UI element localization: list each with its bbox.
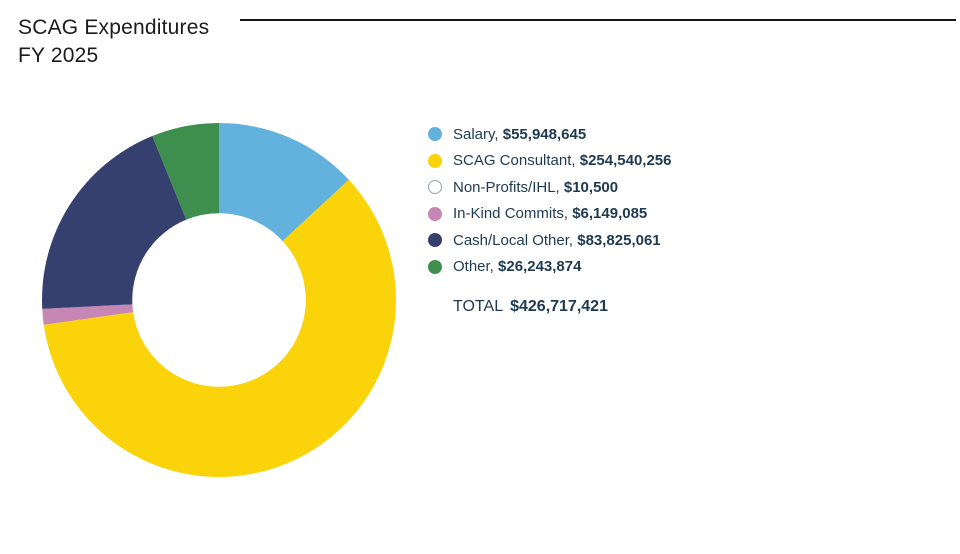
legend-item-salary: Salary, $55,948,645: [428, 121, 672, 148]
legend-swatch: [428, 259, 442, 274]
legend-item-value: $10,500: [563, 178, 619, 196]
legend-item-non-profits-ihl: Non-Profits/IHL, $10,500: [428, 174, 672, 201]
legend-item-other: Other, $26,243,874: [428, 254, 672, 281]
legend-item-label: Salary,: [453, 125, 503, 143]
legend-item-scag-consultant: SCAG Consultant, $254,540,256: [428, 148, 672, 175]
legend-item-value: $55,948,645: [502, 125, 587, 143]
legend-item-value: $6,149,085: [572, 205, 648, 223]
donut-segment-cash-local-other: [41, 136, 187, 309]
donut-chart-svg: [41, 123, 397, 478]
legend-item-label: Non-Profits/IHL,: [453, 178, 564, 196]
legend-rows: Salary, $55,948,645 SCAG Consultant, $254…: [428, 121, 672, 280]
page-title: SCAG Expenditures FY 2025: [18, 14, 209, 70]
donut-chart: [29, 110, 409, 490]
legend-item-label: SCAG Consultant,: [453, 152, 580, 170]
legend-item-label: Other,: [453, 258, 499, 276]
donut-segment-scag-consultant: [43, 179, 397, 478]
legend-item-in-kind-commits: In-Kind Commits, $6,149,085: [428, 201, 672, 228]
legend-item-cash-local-other: Cash/Local Other, $83,825,061: [428, 227, 672, 254]
legend-item-value: $254,540,256: [579, 152, 672, 170]
donut-segment-other: [152, 123, 219, 220]
legend-swatch: [428, 233, 442, 248]
legend-swatch: [428, 127, 442, 142]
donut-segment-in-kind-commits: [42, 304, 134, 325]
total-row: TOTAL $426,717,421: [453, 294, 672, 321]
total-value: $426,717,421: [510, 298, 608, 316]
legend-item-value: $26,243,874: [498, 258, 582, 276]
page-title-line1: SCAG Expenditures: [18, 16, 210, 39]
legend-item-value: $83,825,061: [577, 231, 661, 249]
chart-legend: Salary, $55,948,645 SCAG Consultant, $254…: [428, 121, 672, 321]
legend-item-label: Cash/Local Other,: [453, 231, 578, 249]
legend-swatch: [428, 206, 442, 221]
donut-segment-salary: [219, 123, 349, 242]
header-divider-line: [240, 19, 956, 21]
legend-item-label: In-Kind Commits,: [453, 205, 573, 223]
legend-swatch: [428, 153, 442, 168]
total-label: TOTAL: [453, 298, 504, 316]
page-title-line2: FY 2025: [18, 44, 99, 67]
legend-swatch: [428, 180, 442, 195]
